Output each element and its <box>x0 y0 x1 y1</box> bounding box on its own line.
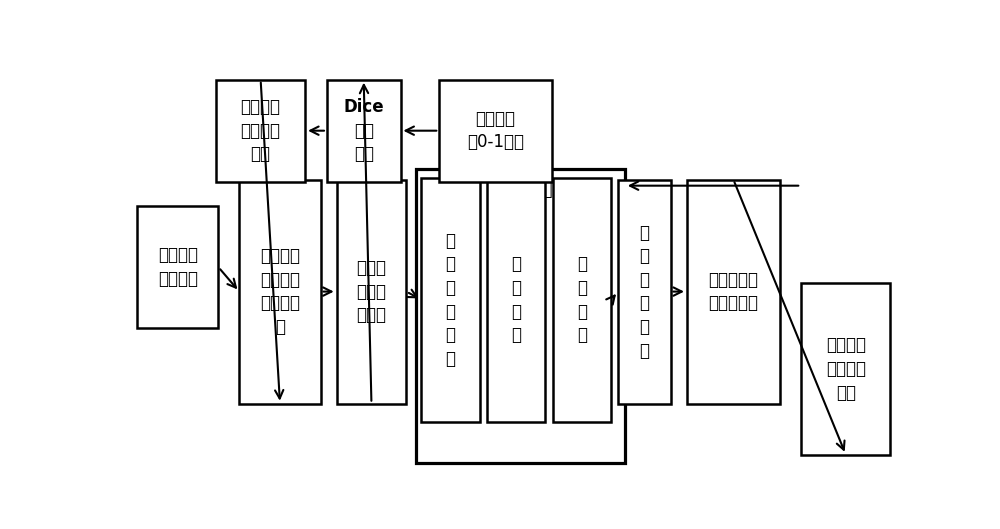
Bar <box>421 178 480 422</box>
Text: 分
类
预
测
结
果: 分 类 预 测 结 果 <box>639 224 649 360</box>
Bar <box>687 179 780 404</box>
Bar <box>239 179 321 404</box>
Text: 早
退
机
制: 早 退 机 制 <box>577 256 587 344</box>
Text: 梯度下降
更新网络
参数: 梯度下降 更新网络 参数 <box>241 98 281 163</box>
Text: 动态神经网络: 动态神经网络 <box>488 181 552 199</box>
Bar <box>487 178 545 422</box>
Text: 多分类交叉
熵损失函数: 多分类交叉 熵损失函数 <box>708 271 758 313</box>
Bar <box>553 178 611 422</box>
Bar <box>801 284 890 454</box>
Bar <box>327 80 401 181</box>
Bar <box>618 179 671 404</box>
Bar <box>216 80 305 181</box>
Bar <box>137 206 218 328</box>
Text: 动
态
卷
积
模
块: 动 态 卷 积 模 块 <box>446 232 456 368</box>
Text: 叶片特
征部分
分割图: 叶片特 征部分 分割图 <box>356 259 386 324</box>
Text: 浅
分
类
层: 浅 分 类 层 <box>511 256 521 344</box>
Text: Dice
系数
损失: Dice 系数 损失 <box>343 98 384 163</box>
Bar <box>416 169 625 463</box>
Text: 植物叶病
原始图像: 植物叶病 原始图像 <box>158 247 198 288</box>
Text: 梯度下降
更新网络
参数: 梯度下降 更新网络 参数 <box>826 336 866 402</box>
Text: 手动标记
的0-1掩膜: 手动标记 的0-1掩膜 <box>467 110 524 151</box>
Text: 用于图像
分割的卷
积神经网
络: 用于图像 分割的卷 积神经网 络 <box>260 247 300 336</box>
Bar <box>337 179 406 404</box>
Bar <box>439 80 552 181</box>
